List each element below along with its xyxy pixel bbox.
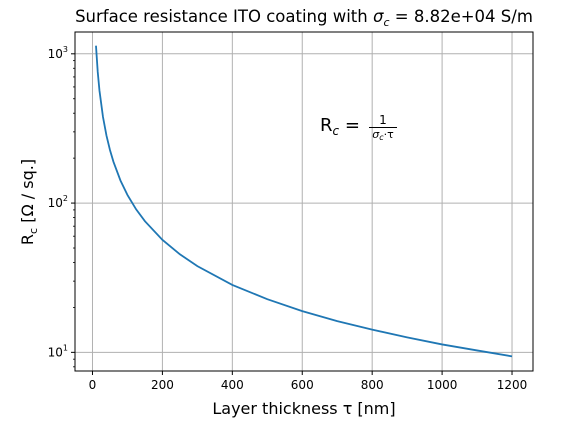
formula-numerator: 1 <box>379 113 387 127</box>
x-tick-label: 600 <box>291 378 314 392</box>
formula-annotation: Rc = 1 σc·τ <box>320 113 397 142</box>
x-tick-label: 200 <box>151 378 174 392</box>
x-tick-label: 1200 <box>497 378 528 392</box>
plot-frame <box>74 31 534 372</box>
y-axis-label: Rc [Ω / sq.] <box>18 159 40 245</box>
grid-lines <box>75 32 533 371</box>
y-tick-label: 103 <box>48 45 68 61</box>
formula-lhs: Rc = <box>320 115 360 138</box>
y-tick-label: 101 <box>48 343 68 359</box>
x-tick-label: 800 <box>361 378 384 392</box>
x-tick-label: 1000 <box>427 378 458 392</box>
series-line-rc <box>95 45 513 358</box>
y-axis-ticks: 101 102 103 <box>48 45 75 368</box>
x-tick-label: 0 <box>89 378 97 392</box>
y-tick-label: 102 <box>48 194 68 210</box>
x-axis-ticks: 0 200 400 600 800 1000 1200 <box>89 371 528 392</box>
x-axis-label: Layer thickness τ [nm] <box>212 399 395 418</box>
chart-title: Surface resistance ITO coating with σc =… <box>75 7 533 29</box>
x-tick-label: 400 <box>221 378 244 392</box>
formula-denominator: σc·τ <box>372 128 394 142</box>
